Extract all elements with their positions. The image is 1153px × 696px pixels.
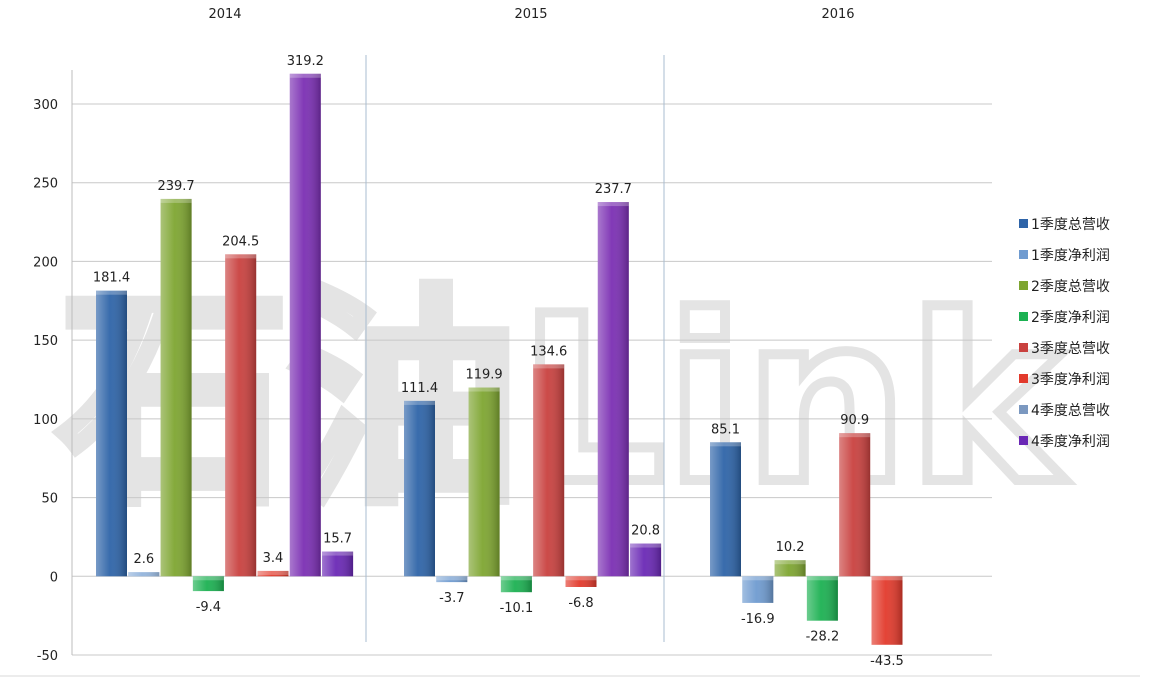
bar-2015-series-6-cap [565,576,597,581]
legend-label: 4季度净利润 [1031,434,1110,450]
bar-2016-series-6-cap [871,576,903,581]
bar-2016-series-1 [710,442,741,577]
data-label: 204.5 [222,234,259,249]
bar-2016-series-6 [871,576,903,645]
legend: 1季度总营收 1季度净利润 2季度总营收 2季度净利润 3季度总营收 3季度净利润 4季度总… [1019,217,1110,450]
data-label: -3.7 [439,591,464,606]
legend-swatch [1019,219,1028,228]
category-label-2016: 2016 [821,7,854,22]
bar-2014-series-2-cap [128,572,160,577]
bar-2015-series-4-cap [500,576,532,581]
bar-2015-extra-cap [597,202,629,207]
data-label: 85.1 [711,422,740,437]
y-tick-label: 100 [33,413,58,428]
data-label: 20.8 [631,524,660,539]
y-tick-label: -50 [37,649,58,664]
data-label: -16.9 [741,612,775,627]
legend-swatch [1019,312,1028,321]
bar-2014-series-5-cap [225,254,257,259]
legend-label: 1季度净利润 [1031,248,1110,264]
legend-label: 1季度总营收 [1031,217,1110,233]
data-label: -9.4 [196,600,221,615]
legend-label: 3季度总营收 [1031,341,1110,357]
data-label: 134.6 [530,344,567,359]
bar-2014-series-1-cap [96,290,127,295]
bar-2014-series-1 [96,290,127,577]
bar-2016-series-1-cap [710,442,741,447]
legend-swatch [1019,405,1028,414]
y-tick-label: 50 [41,492,58,507]
category-label-2015: 2015 [514,7,547,22]
legend-label: 2季度净利润 [1031,310,1110,326]
data-label: 119.9 [465,368,502,383]
bar-2015-series-8 [630,543,662,577]
data-labels: 181.4 2.6 239.7 -9.4 204.5 3.4 319.2 15.7 111.4 -… [93,54,904,669]
data-label: 239.7 [157,179,194,194]
bar-2016-series-5 [839,433,871,577]
data-label: 90.9 [840,413,869,428]
y-tick-label: 0 [50,570,58,585]
legend-swatch [1019,343,1028,352]
bar-2014-series-5 [225,254,257,577]
bar-2015-series-3-cap [468,387,500,392]
bar-2014-series-4-cap [192,576,224,581]
bar-2015-series-5 [533,364,565,577]
y-axis-ticks: 300 250 200 150 100 50 0 -50 [33,98,58,664]
bar-2015-series-1-cap [404,400,435,405]
bar-2016-series-4 [806,576,838,621]
data-label: 181.4 [93,271,130,286]
bar-2015-series-8-cap [630,543,662,548]
bar-2016-series-5-cap [839,433,871,438]
data-label: 111.4 [401,381,438,396]
data-label: 237.7 [595,182,632,197]
y-tick-label: 300 [33,98,58,113]
data-label: -28.2 [806,630,840,645]
legend-swatch [1019,281,1028,290]
bar-2014-extra [289,73,321,577]
bar-2014-series-6-cap [257,570,289,575]
bar-2016-series-4-cap [806,576,838,581]
bar-2014-series-3 [160,198,192,577]
bar-2015-series-2-cap [436,576,468,581]
legend-swatch [1019,374,1028,383]
data-label: 10.2 [776,540,805,555]
legend-label: 2季度总营收 [1031,279,1110,295]
bar-2016-series-2-cap [742,576,774,581]
data-label: -6.8 [568,596,593,611]
legend-swatch [1019,250,1028,259]
legend-label: 3季度净利润 [1031,372,1110,388]
bar-2016-series-3-cap [774,560,806,565]
category-labels: 2014 2015 2016 [208,7,854,22]
y-tick-label: 250 [33,177,58,192]
bar-2014-extra-cap [289,73,321,78]
data-label: 2.6 [133,552,154,567]
bar-2014-series-8-cap [322,551,354,556]
bar-2015-series-1 [404,400,435,577]
y-tick-label: 200 [33,255,58,270]
data-label: 3.4 [263,551,284,566]
data-label: -10.1 [500,601,534,616]
legend-label: 4季度总营收 [1031,403,1110,419]
bar-2014-series-3-cap [160,198,192,203]
category-label-2014: 2014 [208,7,241,22]
bar-2015-extra [597,202,629,577]
data-label: 319.2 [287,54,324,69]
legend-swatch [1019,436,1028,445]
bar-2015-series-3 [468,387,500,577]
bar-2015-series-5-cap [533,364,565,369]
data-label: -43.5 [870,654,904,669]
data-label: 15.7 [323,532,352,547]
y-tick-label: 150 [33,334,58,349]
